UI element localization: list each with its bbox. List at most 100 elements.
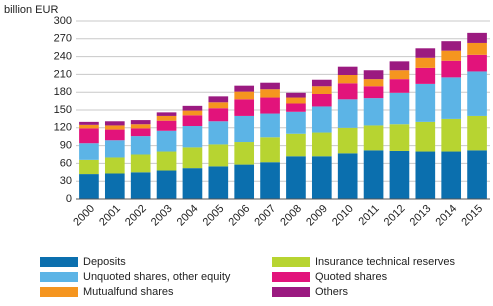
bar-segment [363, 79, 384, 87]
bar-segment [234, 164, 255, 199]
bar-segment [234, 99, 255, 116]
bar-segment [156, 112, 177, 116]
bar-segment [182, 110, 203, 116]
legend-swatch [272, 287, 310, 297]
bar-segment [311, 93, 332, 107]
y-tick-label: 150 [54, 104, 72, 116]
bar-segment [79, 128, 99, 144]
y-tick-label: 180 [54, 86, 72, 98]
bar-segment [363, 150, 384, 199]
bar-segment [467, 115, 487, 151]
bar-segment [260, 97, 280, 114]
bar-segment [337, 127, 358, 154]
bar-segment [260, 162, 280, 199]
legend-swatch [272, 257, 310, 267]
x-tick-label: 2009 [304, 203, 330, 229]
legend-swatch [40, 257, 78, 267]
bar-segment [286, 103, 306, 112]
bar-segment [286, 92, 306, 98]
legend-label: Mutualfund shares [83, 286, 174, 298]
bar-segment [208, 144, 229, 167]
bar-segment [389, 70, 410, 80]
bar-segment [363, 86, 384, 99]
bar-segment [156, 115, 177, 121]
x-tick-label: 2015 [459, 203, 485, 229]
legend-swatch [40, 287, 78, 297]
bar-segment [79, 159, 99, 175]
x-tick-label: 2011 [357, 203, 382, 228]
bar-segment [337, 153, 358, 199]
legend-label: Deposits [83, 256, 126, 268]
bar-segment [389, 79, 410, 93]
bar-segment [156, 170, 177, 199]
bar-segment [208, 96, 229, 103]
y-tick-label: 90 [60, 140, 72, 152]
bar-segment [79, 174, 99, 199]
bar-segment [104, 173, 125, 199]
bar-segment [208, 108, 229, 122]
bar-segment [208, 121, 229, 145]
bar-segment [311, 156, 332, 199]
bar-segment [260, 137, 280, 163]
bar-segment [156, 151, 177, 171]
bar-segment [208, 166, 229, 199]
bar-segment [286, 111, 306, 134]
bar-segment [467, 71, 487, 116]
bar-segment [311, 132, 332, 157]
bar-segment [104, 157, 125, 174]
y-axis-label: billion EUR [4, 4, 58, 16]
legend-label: Quoted shares [315, 271, 388, 283]
bar-segment [286, 97, 306, 104]
y-tick-label: 30 [60, 175, 72, 187]
y-tick-label: 240 [54, 51, 72, 63]
bar-segment [441, 50, 462, 61]
x-tick-label: 2005 [201, 203, 227, 229]
bar-segment [130, 136, 151, 155]
bar-segment [389, 92, 410, 125]
bar-segment [337, 74, 358, 84]
x-tick-label: 2008 [278, 203, 304, 229]
bar-segment [467, 42, 487, 55]
legend-label: Others [315, 286, 349, 298]
bar-segment [79, 124, 99, 129]
x-tick-label: 2006 [227, 203, 253, 229]
bar-segment [389, 150, 410, 199]
y-tick-label: 0 [66, 193, 72, 205]
y-tick-label: 300 [54, 15, 72, 27]
bar-segment [337, 83, 358, 100]
bar-segment [79, 121, 99, 125]
x-tick-label: 2004 [175, 203, 201, 229]
x-tick-label: 2007 [252, 203, 278, 229]
bar-segment [286, 133, 306, 157]
bar-segment [467, 150, 487, 199]
x-tick-label: 2003 [149, 203, 175, 229]
bar-segment [311, 86, 332, 94]
bar-segment [389, 124, 410, 151]
bar-segment [415, 151, 436, 199]
bar-segment [234, 115, 255, 143]
bar-segment [363, 70, 384, 80]
bar-segment [467, 32, 487, 43]
bar-segment [234, 85, 255, 92]
bar-segment [337, 99, 358, 128]
bar-segment [415, 57, 436, 68]
x-tick-label: 2001 [97, 203, 123, 229]
bar-segment [286, 156, 306, 199]
x-tick-label: 2013 [408, 203, 434, 229]
bar-segment [441, 77, 462, 119]
bar-segment [182, 126, 203, 148]
bar-segment [415, 83, 436, 122]
bar-segment [415, 48, 436, 58]
bar-segment [234, 142, 255, 165]
bar-segment [104, 121, 125, 126]
legend-swatch [272, 272, 310, 282]
x-tick-label: 2002 [123, 203, 149, 229]
bar-segment [130, 124, 151, 129]
bar-segment [363, 98, 384, 126]
bar-segment [389, 61, 410, 71]
x-tick-label: 2000 [71, 203, 97, 229]
bar-segment [260, 82, 280, 90]
x-tick-label: 2010 [330, 203, 356, 229]
bar-segment [79, 143, 99, 160]
